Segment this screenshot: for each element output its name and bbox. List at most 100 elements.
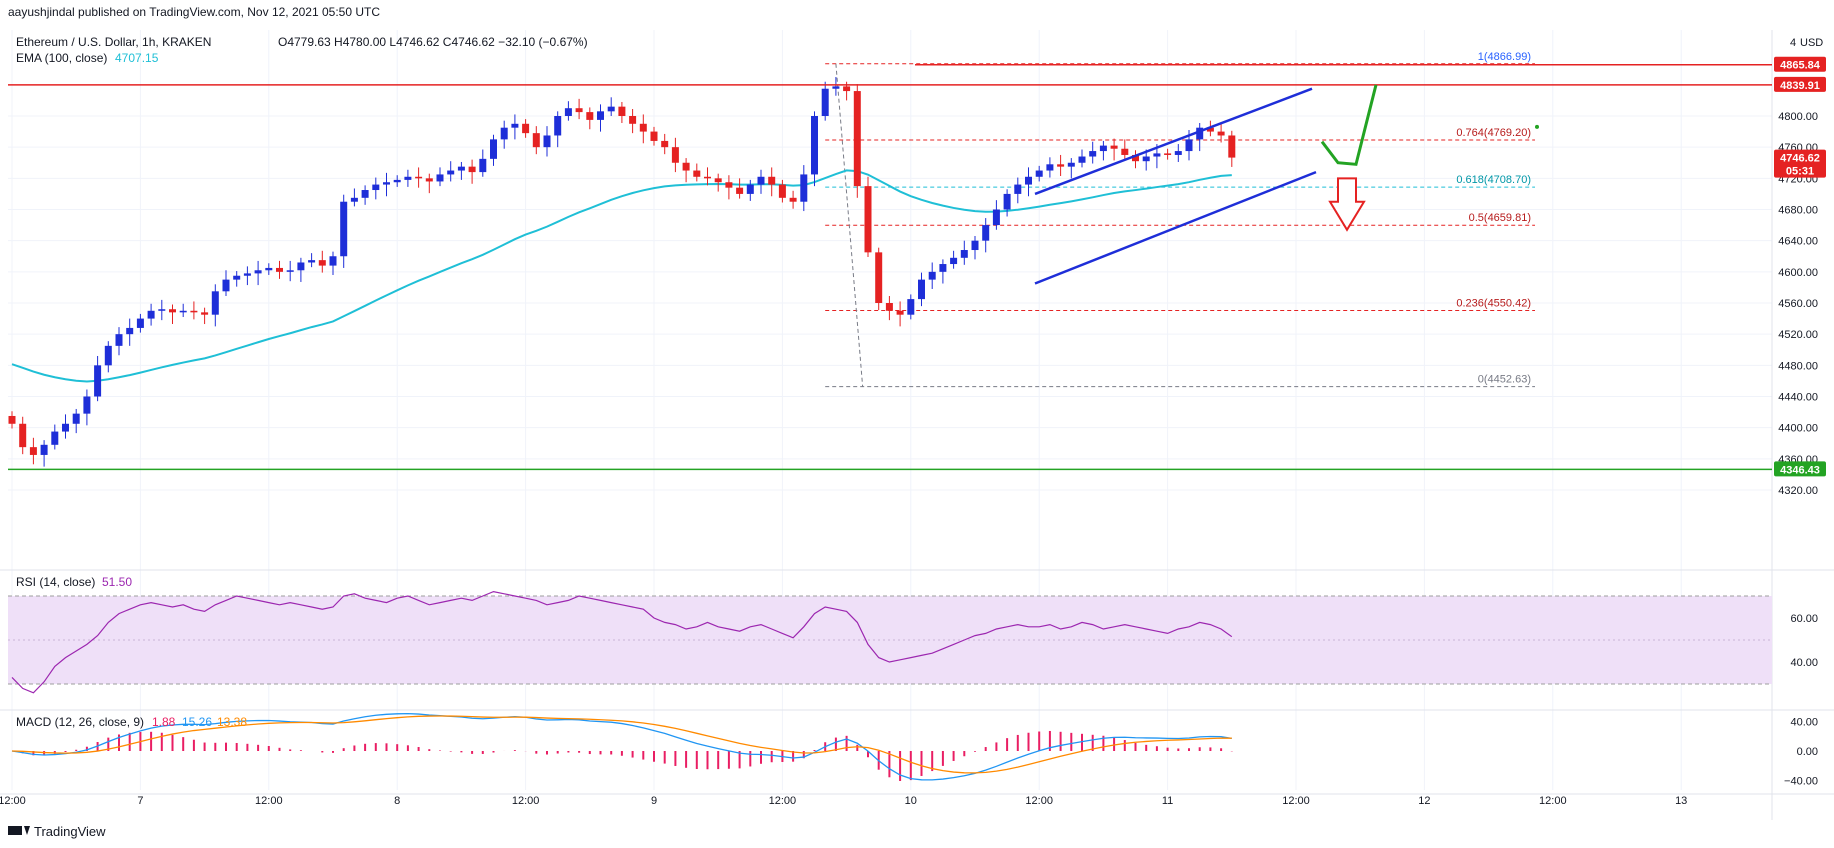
macd-tick-label: 40.00 xyxy=(1790,716,1818,728)
macd-label[interactable]: MACD (12, 26, close, 9) xyxy=(16,715,144,729)
candle xyxy=(190,301,198,320)
candle xyxy=(243,266,251,286)
candle-body xyxy=(404,176,412,180)
grid-lines xyxy=(0,30,1834,820)
candle xyxy=(885,295,893,321)
candle xyxy=(1025,167,1032,197)
candle-body xyxy=(147,310,155,319)
candle-body xyxy=(350,197,358,202)
candle-body xyxy=(254,270,262,274)
candle xyxy=(286,260,294,282)
time-tick-label: 12:00 xyxy=(769,795,797,807)
candle-body xyxy=(511,123,519,128)
candle-body xyxy=(51,431,59,445)
candle xyxy=(789,190,797,209)
candle xyxy=(704,167,711,186)
candle-body xyxy=(1132,154,1139,162)
candle-body xyxy=(19,423,27,448)
price-tick-label: 4440.00 xyxy=(1778,392,1818,404)
candle xyxy=(1003,189,1011,217)
price-badge-text: 4865.84 xyxy=(1780,60,1821,72)
candle-body xyxy=(586,112,594,120)
candle-body xyxy=(1153,153,1161,157)
candle-body xyxy=(169,309,176,313)
candle-body xyxy=(1185,139,1193,152)
candle xyxy=(83,389,91,426)
time-tick-label: 12 xyxy=(1418,795,1430,807)
candle xyxy=(94,355,102,402)
candle-body xyxy=(896,310,904,315)
candle-body xyxy=(104,345,112,366)
fib-level-label: 0(4452.63) xyxy=(1478,374,1531,386)
candle-body xyxy=(918,279,925,300)
candle xyxy=(179,303,187,318)
candle-body xyxy=(211,291,219,315)
candle xyxy=(383,172,390,197)
down-arrow-icon xyxy=(1328,177,1366,232)
price-tick-label: 4480.00 xyxy=(1778,360,1818,372)
macd-hist-value: 13.38 xyxy=(217,715,247,729)
candle-body xyxy=(746,184,754,194)
candle xyxy=(1046,157,1054,178)
candle-body xyxy=(115,334,123,346)
candle-body xyxy=(939,264,947,272)
candle-body xyxy=(885,303,893,311)
candle-body xyxy=(361,190,369,198)
price-badge-text: 4839.91 xyxy=(1780,80,1820,92)
candle-body xyxy=(714,178,722,183)
candle xyxy=(522,119,530,138)
candle-body xyxy=(62,423,69,432)
candle xyxy=(318,250,326,273)
candle-body xyxy=(233,275,241,280)
candle-body xyxy=(1164,153,1172,155)
candle-body xyxy=(265,267,273,271)
candle-body xyxy=(960,250,968,258)
ohlc-values: O4779.63 H4780.00 L4746.62 C4746.62 −32.… xyxy=(278,35,588,49)
ema-label[interactable]: EMA (100, close) xyxy=(16,51,107,65)
ema-line xyxy=(11,169,1232,383)
candle-body xyxy=(383,182,390,185)
candle xyxy=(404,169,412,187)
fib-level-label: 1(4866.99) xyxy=(1478,51,1531,63)
candle-body xyxy=(490,139,497,159)
candle-body xyxy=(1035,170,1043,177)
rsi-value: 51.50 xyxy=(102,575,132,589)
rsi-label[interactable]: RSI (14, close) xyxy=(16,575,95,589)
candle-body xyxy=(532,133,540,148)
candle xyxy=(1099,140,1107,161)
candle-body xyxy=(1003,193,1011,210)
candle-body xyxy=(8,415,16,424)
candle xyxy=(757,169,765,194)
candle xyxy=(639,114,647,144)
candle xyxy=(62,414,69,439)
candle-body xyxy=(29,447,37,455)
candle-body xyxy=(725,182,733,188)
candle-body xyxy=(1099,145,1107,152)
candle xyxy=(393,175,401,187)
candle-body xyxy=(821,88,829,116)
candle xyxy=(158,299,166,321)
candle-body xyxy=(768,176,776,185)
symbol-title[interactable]: Ethereum / U.S. Dollar, 1h, KRAKEN xyxy=(16,35,211,49)
candle xyxy=(169,304,176,325)
candle xyxy=(468,159,476,184)
fib-trend-line xyxy=(835,63,864,387)
candle-body xyxy=(94,365,102,397)
rsi-line xyxy=(11,590,1233,694)
candle-body xyxy=(436,174,444,182)
candle-body xyxy=(864,186,872,253)
candle xyxy=(350,188,358,207)
candle xyxy=(254,260,262,286)
candle xyxy=(265,263,273,275)
candle-body xyxy=(318,260,326,266)
candle-body xyxy=(297,262,305,271)
candle xyxy=(736,178,744,199)
time-tick-label: 8 xyxy=(394,795,400,807)
axis-currency: USD xyxy=(1800,37,1823,49)
candle-body xyxy=(479,158,487,173)
channel-upper-line xyxy=(1034,87,1313,196)
candle-body xyxy=(286,270,294,272)
macd-tick-label: −40.00 xyxy=(1784,776,1818,788)
rsi-panel xyxy=(8,590,1772,694)
